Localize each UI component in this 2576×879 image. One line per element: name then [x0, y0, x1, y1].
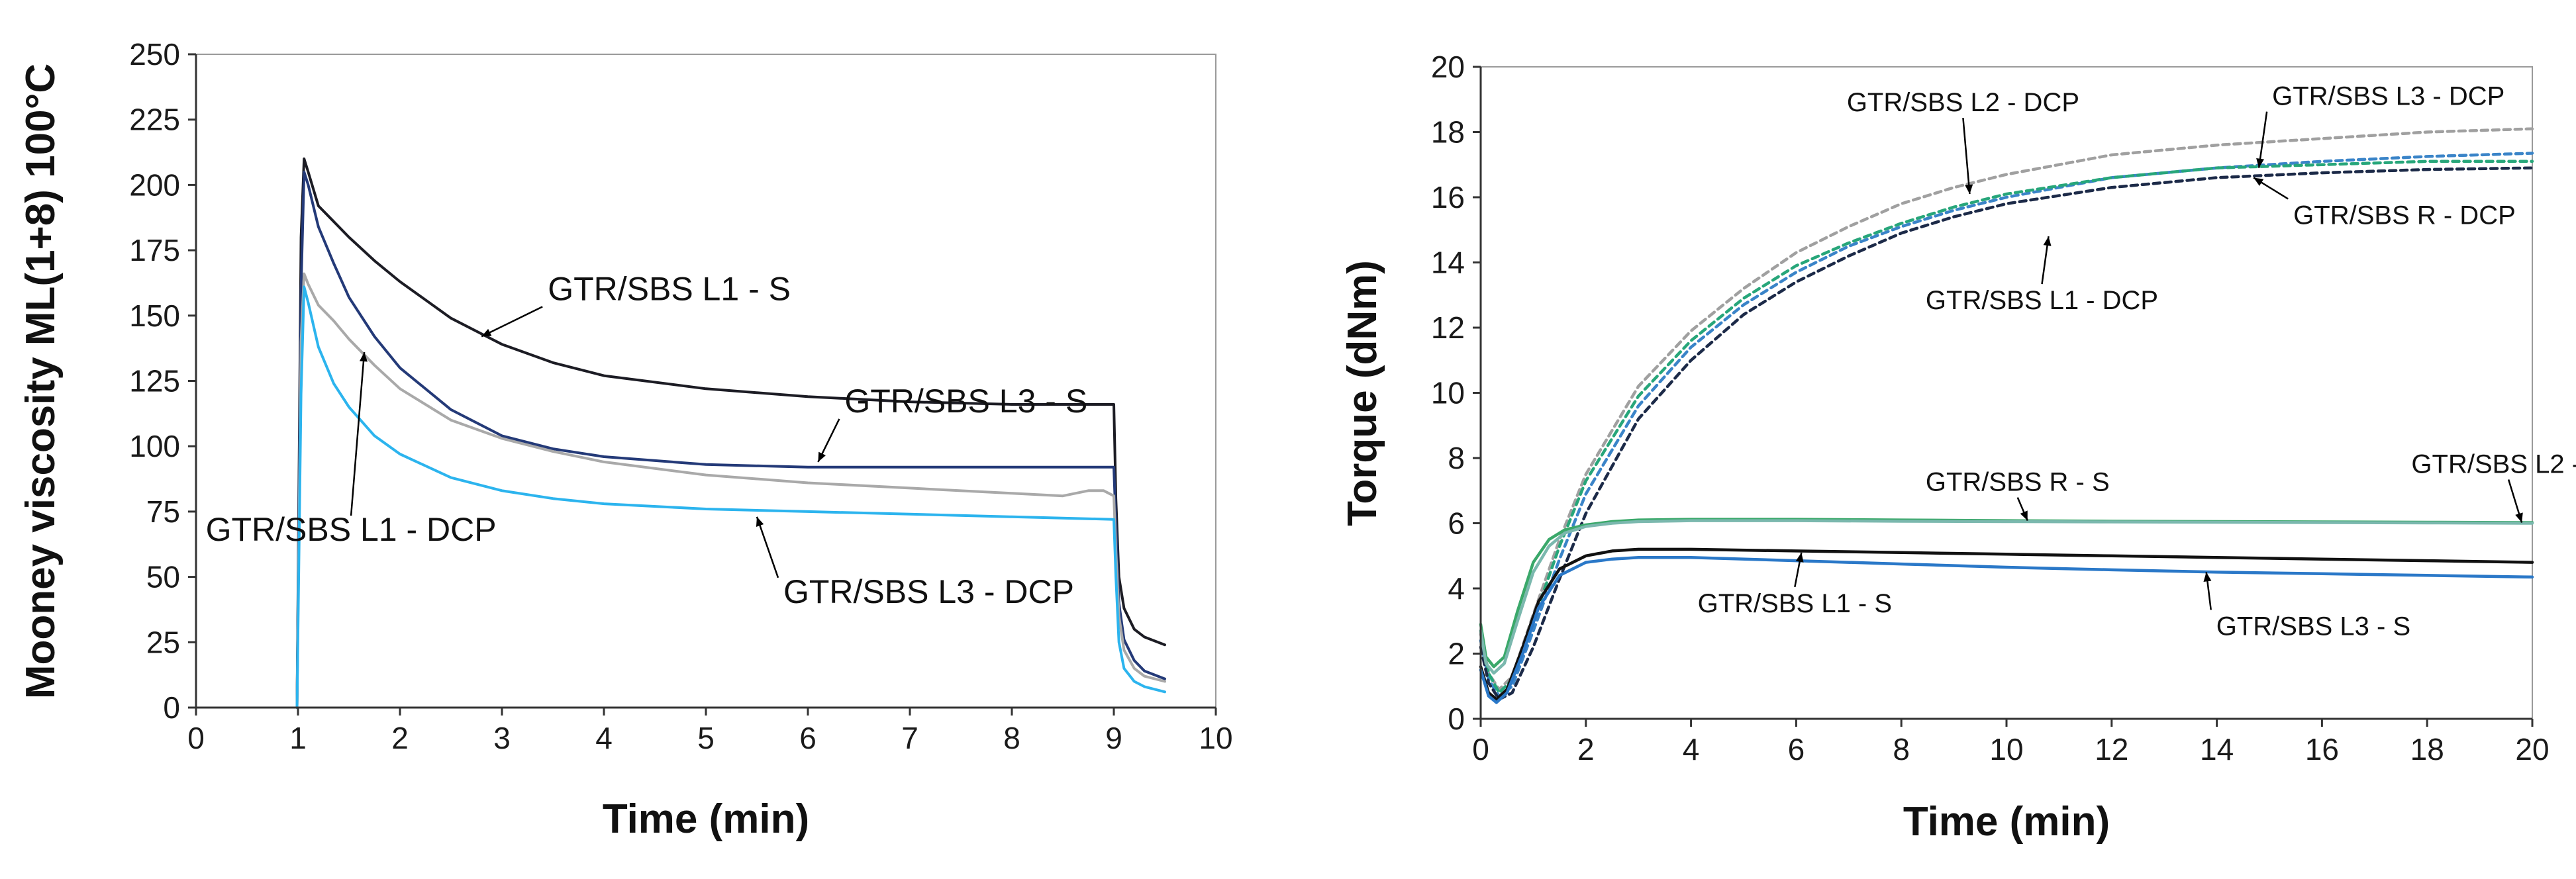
x-tick-label: 14 — [2200, 732, 2234, 766]
y-tick-label: 175 — [129, 233, 180, 267]
y-tick-label: 0 — [1448, 702, 1465, 736]
x-tick-label: 3 — [493, 721, 511, 755]
x-tick-label: 20 — [2515, 732, 2549, 766]
annotation-arrowhead — [2020, 510, 2028, 521]
annotation-leader — [756, 516, 779, 578]
annotation-label-gtr-sbs-l3-dcp: GTR/SBS L3 - DCP — [783, 573, 1074, 610]
annotation-leader — [2257, 111, 2268, 168]
y-tick-label: 200 — [129, 167, 180, 202]
x-tick-label: 4 — [595, 721, 613, 755]
x-axis-title: Time (min) — [1903, 799, 2110, 845]
series-line-gtr-sbs-l2-s — [1479, 519, 2534, 675]
annotation-group: GTR/SBS L1 - S GTR/SBS L3 - S GTR/SBS L1 -… — [206, 270, 1088, 610]
series-line-gtr-sbs-l3-dcp — [295, 285, 1166, 709]
x-tick-label: 10 — [1199, 721, 1232, 755]
annotation-arrowhead — [818, 451, 826, 462]
y-tick-label: 2 — [1448, 637, 1465, 671]
tick-group: 0 2 4 6 8 10 12 14 16 18 20 0 2 4 6 8 10 12 14 16 18 20 — [1431, 50, 2550, 766]
y-axis-title: Mooney viscosity ML(1+8) 100°C — [18, 64, 64, 699]
annotation-leader — [350, 351, 366, 516]
y-tick-label: 125 — [129, 364, 180, 398]
y-tick-label: 18 — [1431, 115, 1465, 150]
series-line-gtr-sbs-l3-s — [1479, 555, 2534, 704]
x-tick-label: 16 — [2305, 732, 2339, 766]
y-tick-label: 20 — [1431, 50, 1465, 84]
y-tick-label: 75 — [146, 494, 180, 529]
annotation-arrowhead — [1795, 552, 1804, 563]
x-tick-label: 6 — [1788, 732, 1805, 766]
series-line-gtr-sbs-l3-s — [295, 170, 1166, 709]
annotation-arrowhead — [2043, 236, 2052, 246]
annotation-arrowhead — [359, 352, 368, 362]
annotation-label-gtr-sbs-l1-dcp: GTR/SBS L1 - DCP — [206, 511, 497, 548]
x-tick-label: 18 — [2410, 732, 2444, 766]
annotation-label-gtr-sbs-l1-s: GTR/SBS L1 - S — [548, 270, 791, 307]
series-line-gtr-sbs-l1-dcp-dashed — [1479, 166, 2534, 701]
annotation-label-gtr-sbs-l3-dcp: GTR/SBS L3 - DCP — [2272, 82, 2504, 111]
annotation-arrowhead — [2203, 572, 2212, 582]
annotation-arrowhead — [756, 516, 764, 527]
x-tick-label: 2 — [391, 721, 409, 755]
annotation-label-gtr-sbs-l2-s: GTR/SBS L2 - S — [2411, 450, 2576, 479]
y-tick-label: 8 — [1448, 441, 1465, 475]
annotation-label-gtr-sbs-r-dcp: GTR/SBS R - DCP — [2293, 201, 2516, 230]
series-group — [295, 157, 1166, 709]
annotation-arrowhead — [481, 328, 492, 337]
y-tick-label: 25 — [146, 625, 180, 659]
annotation-label-gtr-sbs-l3-s: GTR/SBS L3 - S — [844, 383, 1087, 420]
x-tick-label: 4 — [1683, 732, 1700, 766]
x-tick-label: 0 — [187, 721, 205, 755]
x-tick-label: 12 — [2095, 732, 2128, 766]
y-tick-label: 12 — [1431, 310, 1465, 345]
x-tick-label: 0 — [1472, 732, 1489, 766]
y-tick-label: 6 — [1448, 506, 1465, 541]
y-tick-label: 0 — [163, 690, 180, 725]
y-tick-label: 4 — [1448, 571, 1465, 606]
annotation-label-gtr-sbs-r-s: GTR/SBS R - S — [1926, 468, 2110, 497]
annotation-label-gtr-sbs-l1-dcp: GTR/SBS L1 - DCP — [1926, 286, 2158, 315]
annotation-leader — [1962, 117, 1971, 195]
series-line-gtr-sbs-r-s — [1479, 518, 2534, 669]
annotation-label-gtr-sbs-l3-s: GTR/SBS L3 - S — [2216, 612, 2410, 641]
x-tick-label: 7 — [901, 721, 918, 755]
y-tick-label: 225 — [129, 103, 180, 137]
annotation-label-gtr-sbs-l2-dcp: GTR/SBS L2 - DCP — [1847, 88, 2079, 117]
x-tick-label: 10 — [1989, 732, 2023, 766]
x-tick-label: 6 — [799, 721, 817, 755]
annotation-arrowhead — [2256, 158, 2265, 168]
x-tick-label: 1 — [289, 721, 307, 755]
annotation-arrowhead — [2515, 512, 2523, 523]
series-line-gtr-sbs-l3-dcp-dashed — [1479, 152, 2534, 698]
annotation-leader — [481, 306, 543, 338]
x-tick-label: 8 — [1893, 732, 1910, 766]
x-tick-label: 2 — [1577, 732, 1595, 766]
y-tick-label: 14 — [1431, 246, 1465, 280]
annotation-label-gtr-sbs-l1-s: GTR/SBS L1 - S — [1698, 589, 1892, 618]
torque-chart: 0 2 4 6 8 10 12 14 16 18 20 0 2 4 6 8 10 12 14 16 18 20 GTR/S… — [1340, 50, 2576, 845]
x-tick-label: 5 — [697, 721, 715, 755]
annotation-group: GTR/SBS L2 - DCP GTR/SBS L3 - DCP GTR/SBS … — [1698, 82, 2576, 641]
x-tick-label: 8 — [1003, 721, 1020, 755]
x-tick-label: 9 — [1105, 721, 1122, 755]
series-group — [1479, 127, 2534, 704]
series-line-gtr-sbs-l1-dcp — [295, 272, 1166, 709]
y-axis-title: Torque (dNm) — [1340, 260, 1385, 526]
mooney-viscosity-chart: 0 1 2 3 4 5 6 7 8 9 100255075100125150175200225250… — [18, 37, 1233, 842]
series-line-gtr-sbs-l1-s — [295, 157, 1166, 709]
y-tick-label: 150 — [129, 299, 180, 333]
y-tick-label: 50 — [146, 560, 180, 594]
x-axis-title: Time (min) — [603, 796, 809, 842]
y-tick-label: 250 — [129, 37, 180, 71]
annotation-arrowhead — [1965, 184, 1973, 195]
y-tick-label: 16 — [1431, 180, 1465, 214]
annotation-arrowhead — [2254, 177, 2264, 186]
y-tick-label: 100 — [129, 429, 180, 463]
y-tick-label: 10 — [1431, 376, 1465, 410]
